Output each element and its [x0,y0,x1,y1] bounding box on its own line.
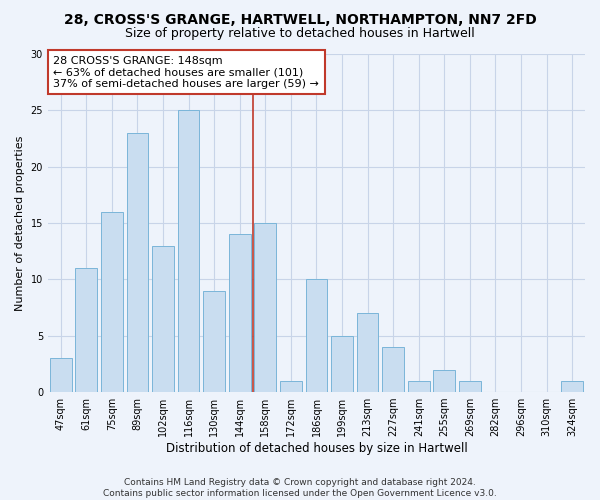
Bar [50,358,71,392]
Bar [254,223,276,392]
Bar [305,280,328,392]
Bar [101,212,123,392]
Text: 28 CROSS'S GRANGE: 148sqm
← 63% of detached houses are smaller (101)
37% of semi: 28 CROSS'S GRANGE: 148sqm ← 63% of detac… [53,56,319,89]
Bar [229,234,251,392]
Bar [459,381,481,392]
Bar [357,313,379,392]
Bar [433,370,455,392]
Bar [203,290,225,392]
Bar [408,381,430,392]
Bar [152,246,174,392]
Text: 28, CROSS'S GRANGE, HARTWELL, NORTHAMPTON, NN7 2FD: 28, CROSS'S GRANGE, HARTWELL, NORTHAMPTO… [64,12,536,26]
Bar [127,133,148,392]
X-axis label: Distribution of detached houses by size in Hartwell: Distribution of detached houses by size … [166,442,467,455]
Bar [76,268,97,392]
Bar [382,347,404,392]
Text: Contains HM Land Registry data © Crown copyright and database right 2024.
Contai: Contains HM Land Registry data © Crown c… [103,478,497,498]
Bar [178,110,199,392]
Bar [562,381,583,392]
Text: Size of property relative to detached houses in Hartwell: Size of property relative to detached ho… [125,28,475,40]
Bar [280,381,302,392]
Bar [331,336,353,392]
Y-axis label: Number of detached properties: Number of detached properties [15,136,25,310]
